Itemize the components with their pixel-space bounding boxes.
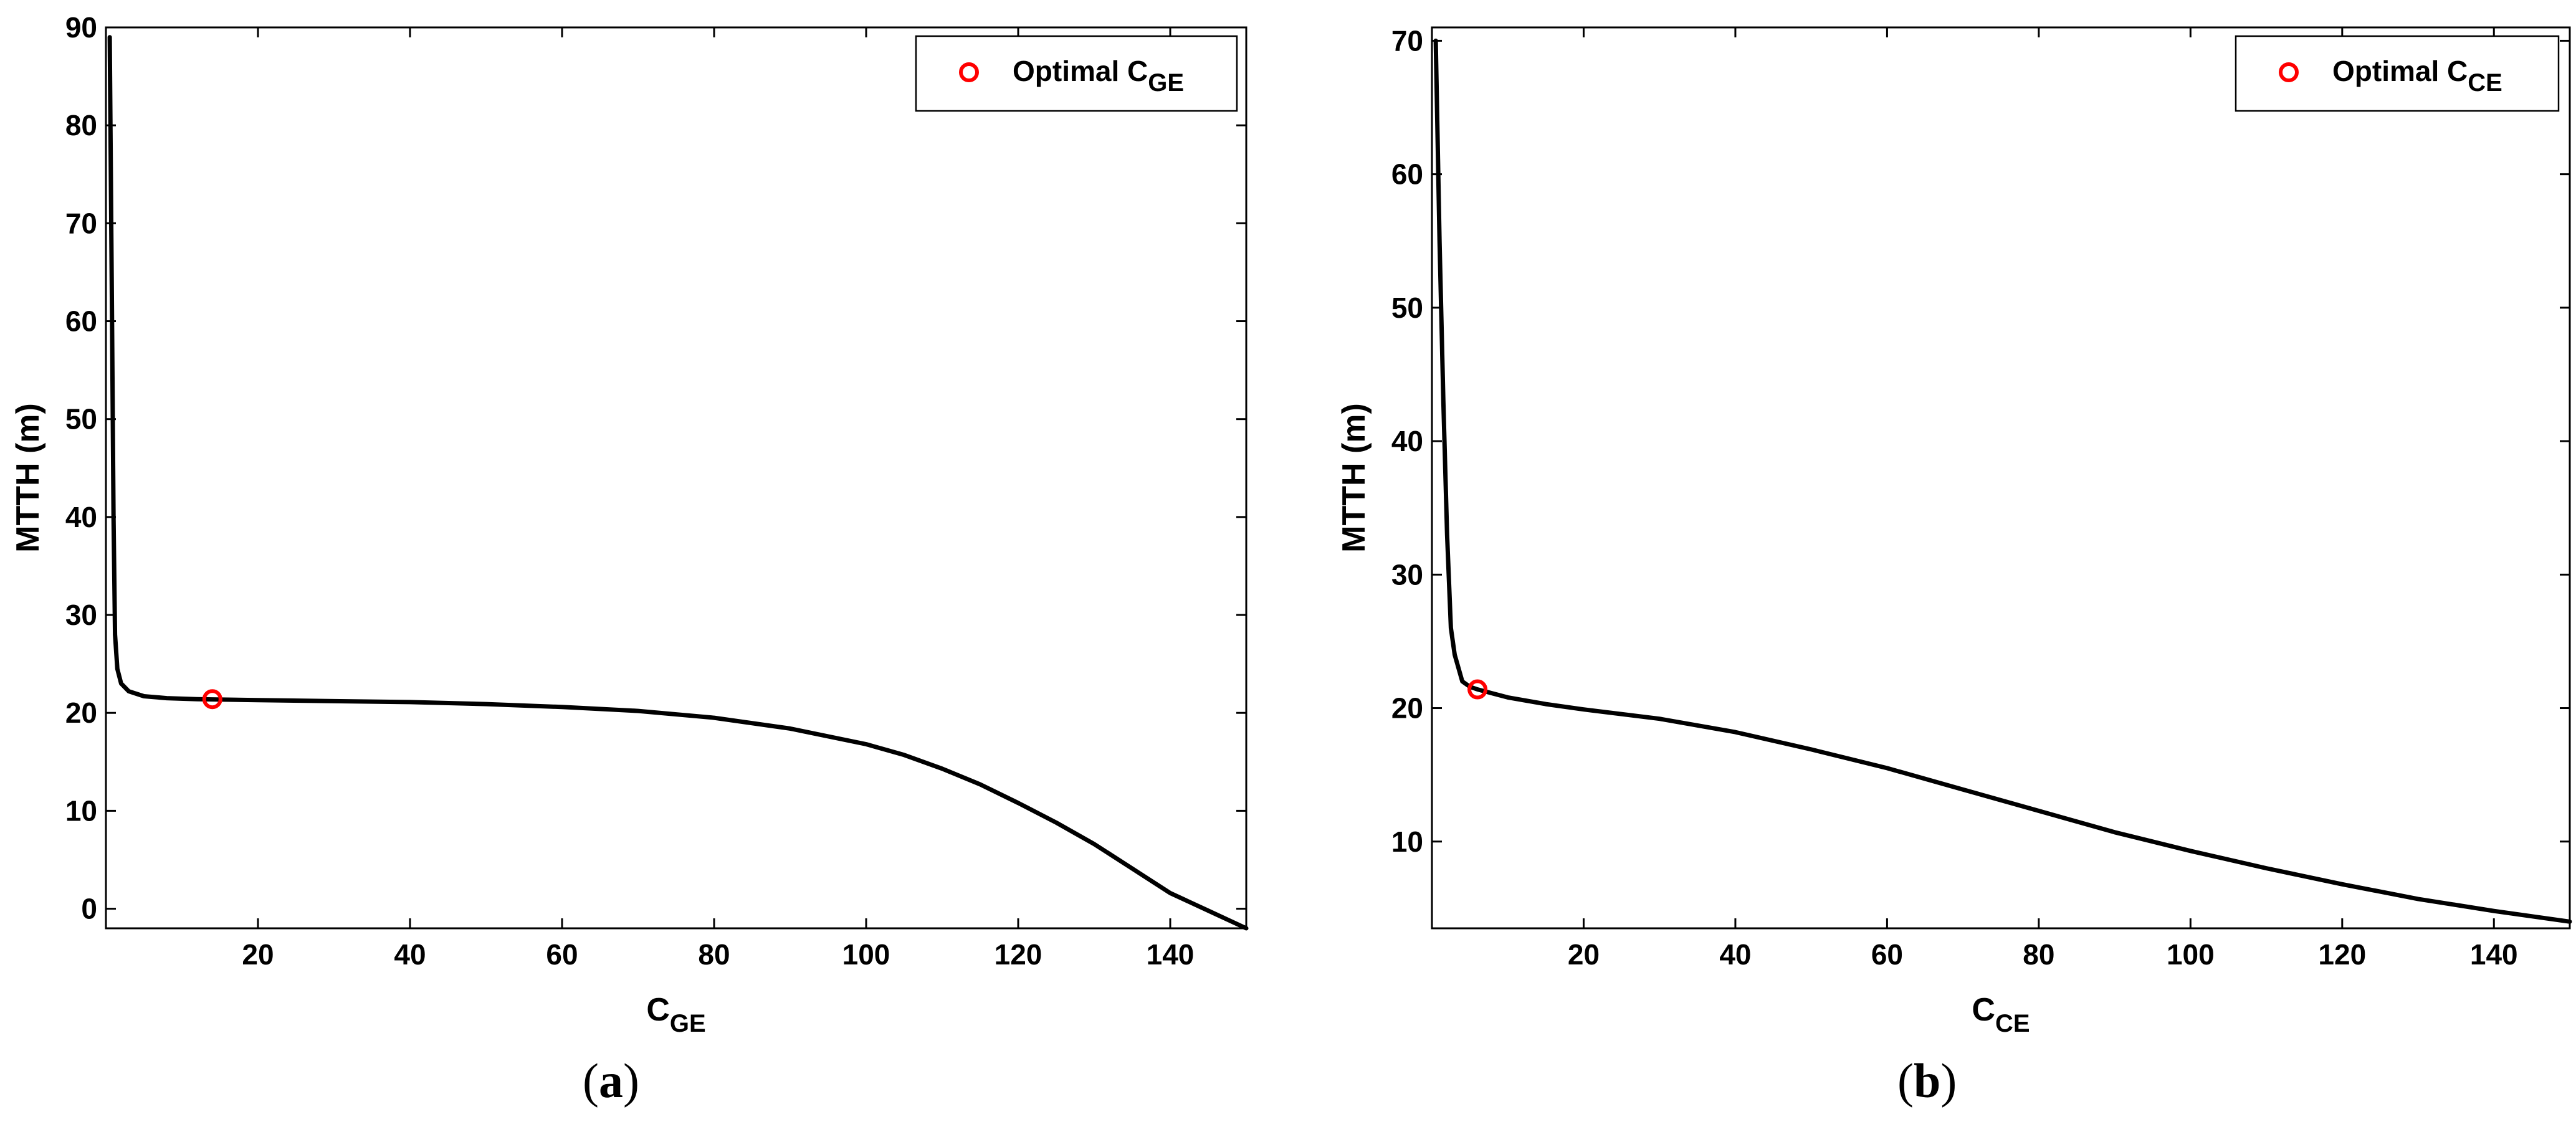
y-tick-label: 40 xyxy=(65,501,97,533)
y-tick-label: 10 xyxy=(65,794,97,827)
legend-label-main: Optimal C xyxy=(2332,55,2468,87)
legend-label-sub: CE xyxy=(2468,69,2502,97)
y-tick-label: 60 xyxy=(1391,158,1423,191)
y-tick-label: 50 xyxy=(65,403,97,435)
x-tick-label: 60 xyxy=(1871,938,1903,971)
x-tick-label: 140 xyxy=(1147,938,1195,971)
x-tick-label: 60 xyxy=(546,938,578,971)
panel-caption-a: (a) xyxy=(583,1054,639,1108)
plot-frame xyxy=(1431,26,2571,930)
x-tick-label: 80 xyxy=(2023,938,2054,971)
panel-caption-b: (b) xyxy=(1897,1054,1957,1108)
legend-label: Optimal CGE xyxy=(1013,55,1184,97)
x-tick-label: 120 xyxy=(2318,938,2366,971)
x-tick-label: 40 xyxy=(1719,938,1751,971)
legend-marker xyxy=(959,62,979,82)
y-tick-label: 50 xyxy=(1391,292,1423,324)
y-tick-label: 30 xyxy=(65,599,97,631)
x-axis-label-main: C xyxy=(646,992,670,1028)
x-tick-label: 100 xyxy=(2167,938,2215,971)
x-axis-label-sub: GE xyxy=(670,1010,706,1037)
y-tick-label: 0 xyxy=(81,893,97,925)
x-tick-label: 20 xyxy=(1568,938,1600,971)
x-tick-label: 20 xyxy=(242,938,274,971)
legend-label-main: Optimal C xyxy=(1013,55,1148,87)
y-tick-label: 60 xyxy=(65,305,97,338)
y-tick-label: 40 xyxy=(1391,425,1423,457)
y-tick-label: 20 xyxy=(65,697,97,729)
panel-label-a: a xyxy=(598,1054,623,1108)
legend-label: Optimal CCE xyxy=(2332,55,2502,97)
x-axis-label-main: C xyxy=(1972,992,1995,1028)
x-axis-label: CGE xyxy=(646,992,705,1037)
y-tick-label: 10 xyxy=(1391,826,1423,858)
panel-label-b: b xyxy=(1913,1054,1941,1108)
legend-box xyxy=(915,35,1238,112)
legend-label-sub: GE xyxy=(1148,69,1184,97)
y-tick-label: 90 xyxy=(65,11,97,44)
y-tick-label: 70 xyxy=(65,207,97,239)
optimal-point-marker xyxy=(202,689,222,710)
y-axis-label: MTTH (m) xyxy=(1336,403,1372,553)
legend-box xyxy=(2235,35,2560,112)
x-tick-label: 80 xyxy=(698,938,730,971)
x-tick-label: 40 xyxy=(394,938,426,971)
y-tick-label: 80 xyxy=(65,109,97,141)
series-line-0 xyxy=(1433,38,2572,924)
x-axis-label: CCE xyxy=(1972,992,2030,1037)
y-tick-label: 70 xyxy=(1391,24,1423,57)
y-tick-label: 30 xyxy=(1391,558,1423,591)
y-axis-label: MTTH (m) xyxy=(10,403,46,553)
series-line-0 xyxy=(107,35,1249,931)
x-tick-label: 100 xyxy=(842,938,890,971)
x-tick-label: 120 xyxy=(995,938,1042,971)
plot-frame xyxy=(105,26,1247,930)
optimal-point-marker xyxy=(1467,679,1488,700)
x-tick-label: 140 xyxy=(2470,938,2518,971)
legend-marker xyxy=(2279,62,2299,82)
chart-panel-a: 20 40 60 80 100 120 1400102030405060708090CGEM… xyxy=(10,11,1249,1037)
y-tick-label: 20 xyxy=(1391,692,1423,725)
x-axis-label-sub: CE xyxy=(1995,1010,2030,1037)
